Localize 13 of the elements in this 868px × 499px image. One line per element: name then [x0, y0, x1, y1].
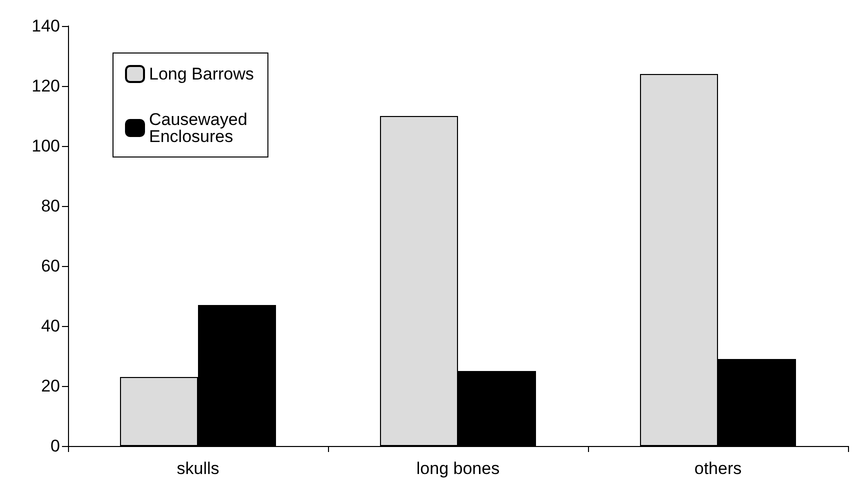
y-tick-label: 120 — [32, 76, 60, 96]
x-tick-label: skulls — [176, 459, 220, 478]
x-tick-label: others — [694, 459, 742, 478]
y-tick-label: 140 — [32, 16, 60, 36]
legend-label: Causewayed Enclosures — [149, 110, 252, 146]
y-tick-label: 20 — [41, 376, 60, 396]
y-tick-label: 60 — [41, 256, 60, 276]
y-tick-label: 0 — [50, 436, 60, 456]
y-tick-label: 40 — [41, 316, 60, 336]
legend-label: Long Barrows — [149, 64, 254, 84]
y-tick-label: 100 — [32, 136, 60, 156]
x-tick-label: long bones — [416, 459, 500, 478]
y-tick-label: 80 — [41, 196, 60, 216]
